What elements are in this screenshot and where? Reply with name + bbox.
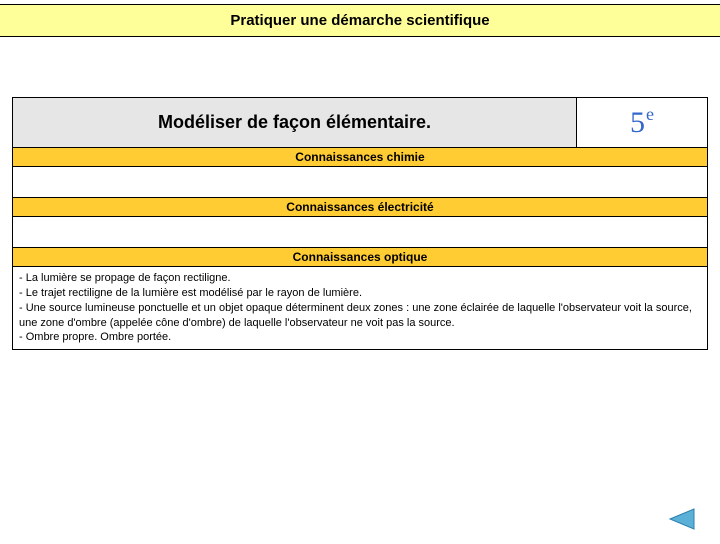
grade-suffix: e — [646, 104, 654, 125]
page-banner: Pratiquer une démarche scientifique — [0, 4, 720, 37]
main-box: Modéliser de façon élémentaire. 5 e Conn… — [12, 97, 708, 350]
section-body-electricite — [13, 217, 707, 247]
banner-text: Pratiquer une démarche scientifique — [230, 12, 489, 29]
header-row: Modéliser de façon élémentaire. 5 e — [13, 98, 707, 148]
prev-button[interactable] — [668, 508, 696, 530]
list-item: - Une source lumineuse ponctuelle et un … — [19, 301, 701, 331]
section-body-chimie — [13, 167, 707, 197]
section-body-optique: - La lumière se propage de façon rectili… — [13, 267, 707, 349]
title-text: Modéliser de façon élémentaire. — [158, 112, 431, 133]
grade-badge: 5 e — [577, 98, 707, 147]
page-title: Modéliser de façon élémentaire. — [13, 98, 577, 147]
list-item: - Ombre propre. Ombre portée. — [19, 330, 701, 345]
list-item: - Le trajet rectiligne de la lumière est… — [19, 286, 701, 301]
list-item: - La lumière se propage de façon rectili… — [19, 271, 701, 286]
section-heading-text: Connaissances optique — [293, 250, 428, 264]
page-root: Pratiquer une démarche scientifique Modé… — [0, 4, 720, 544]
section-header-chimie: Connaissances chimie — [13, 148, 707, 167]
section-header-optique: Connaissances optique — [13, 247, 707, 267]
section-heading-text: Connaissances chimie — [295, 150, 424, 164]
triangle-left-icon — [668, 508, 696, 530]
section-heading-text: Connaissances électricité — [286, 200, 433, 214]
section-header-electricite: Connaissances électricité — [13, 197, 707, 217]
grade-number: 5 — [630, 106, 645, 140]
